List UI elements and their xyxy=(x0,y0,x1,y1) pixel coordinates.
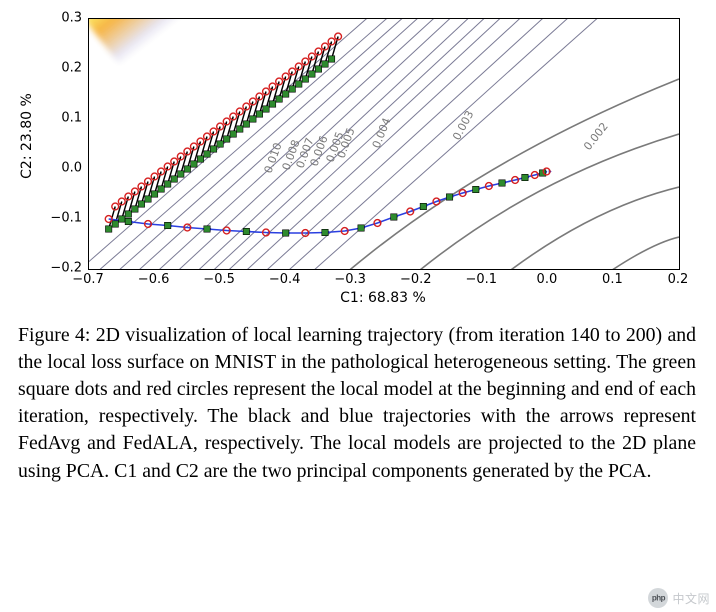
xtick-label: −0.4 xyxy=(265,272,305,287)
plot-box: 0.010 0.008 0.007 0.006 0.005 0.004 0.00… xyxy=(88,18,680,270)
chart-area: −0.2 −0.1 0.0 0.1 0.2 0.3 −0.7 −0.6 −0.5… xyxy=(10,8,710,308)
caption-text: 2D visualization of local learning traje… xyxy=(18,324,696,482)
svg-text:0.002: 0.002 xyxy=(581,120,611,153)
xtick-label: 0.0 xyxy=(527,272,567,287)
plot-svg: 0.010 0.008 0.007 0.006 0.005 0.004 0.00… xyxy=(89,19,679,269)
xtick-label: −0.1 xyxy=(461,272,501,287)
xtick-label: 0.2 xyxy=(658,272,698,287)
contours-outer xyxy=(339,79,679,269)
caption-label: Figure 4: xyxy=(18,324,90,346)
watermark-text: 中文网 xyxy=(672,590,710,607)
figure-caption: Figure 4: 2D visualization of local lear… xyxy=(18,322,696,485)
xtick-label: 0.1 xyxy=(592,272,632,287)
svg-text:0.003: 0.003 xyxy=(450,108,476,142)
watermark: 中文网 xyxy=(648,588,710,608)
figure-container: −0.2 −0.1 0.0 0.1 0.2 0.3 −0.7 −0.6 −0.5… xyxy=(0,0,716,612)
watermark-logo-icon xyxy=(648,588,668,608)
xtick-label: −0.2 xyxy=(396,272,436,287)
xtick-label: −0.5 xyxy=(199,272,239,287)
contour-labels: 0.010 0.008 0.007 0.006 0.005 0.004 0.00… xyxy=(262,108,611,175)
xtick-label: −0.6 xyxy=(134,272,174,287)
xtick-label: −0.7 xyxy=(68,272,108,287)
y-axis-label: C2: 23.80 % xyxy=(19,11,35,261)
x-axis-label: C1: 68.83 % xyxy=(88,290,678,306)
xtick-label: −0.3 xyxy=(330,272,370,287)
